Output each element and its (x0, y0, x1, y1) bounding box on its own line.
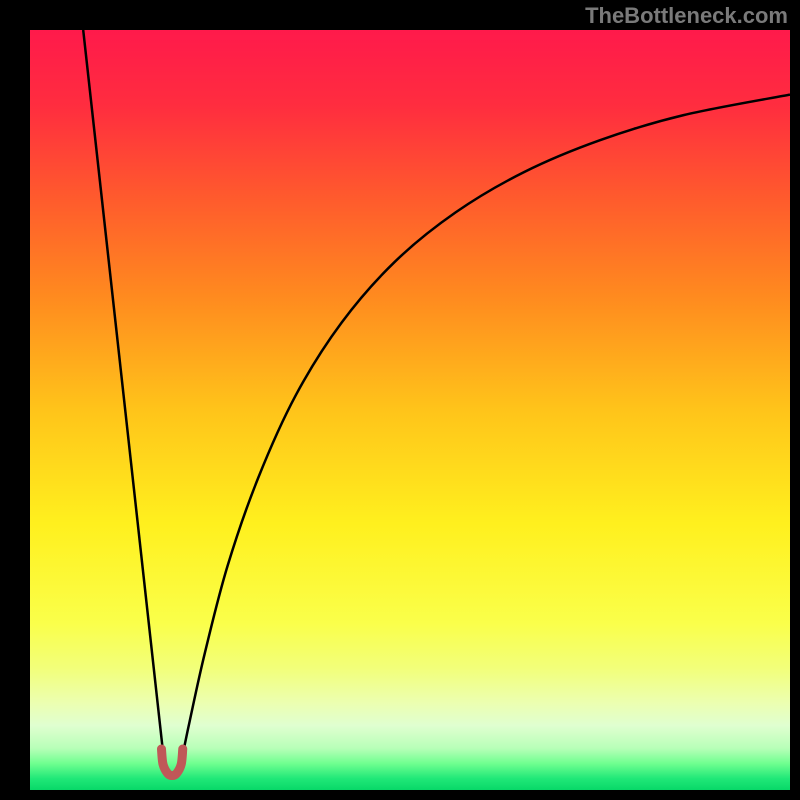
gradient-background (30, 30, 790, 790)
chart-svg (30, 30, 790, 790)
watermark-text: TheBottleneck.com (585, 3, 788, 29)
plot-area (30, 30, 790, 790)
